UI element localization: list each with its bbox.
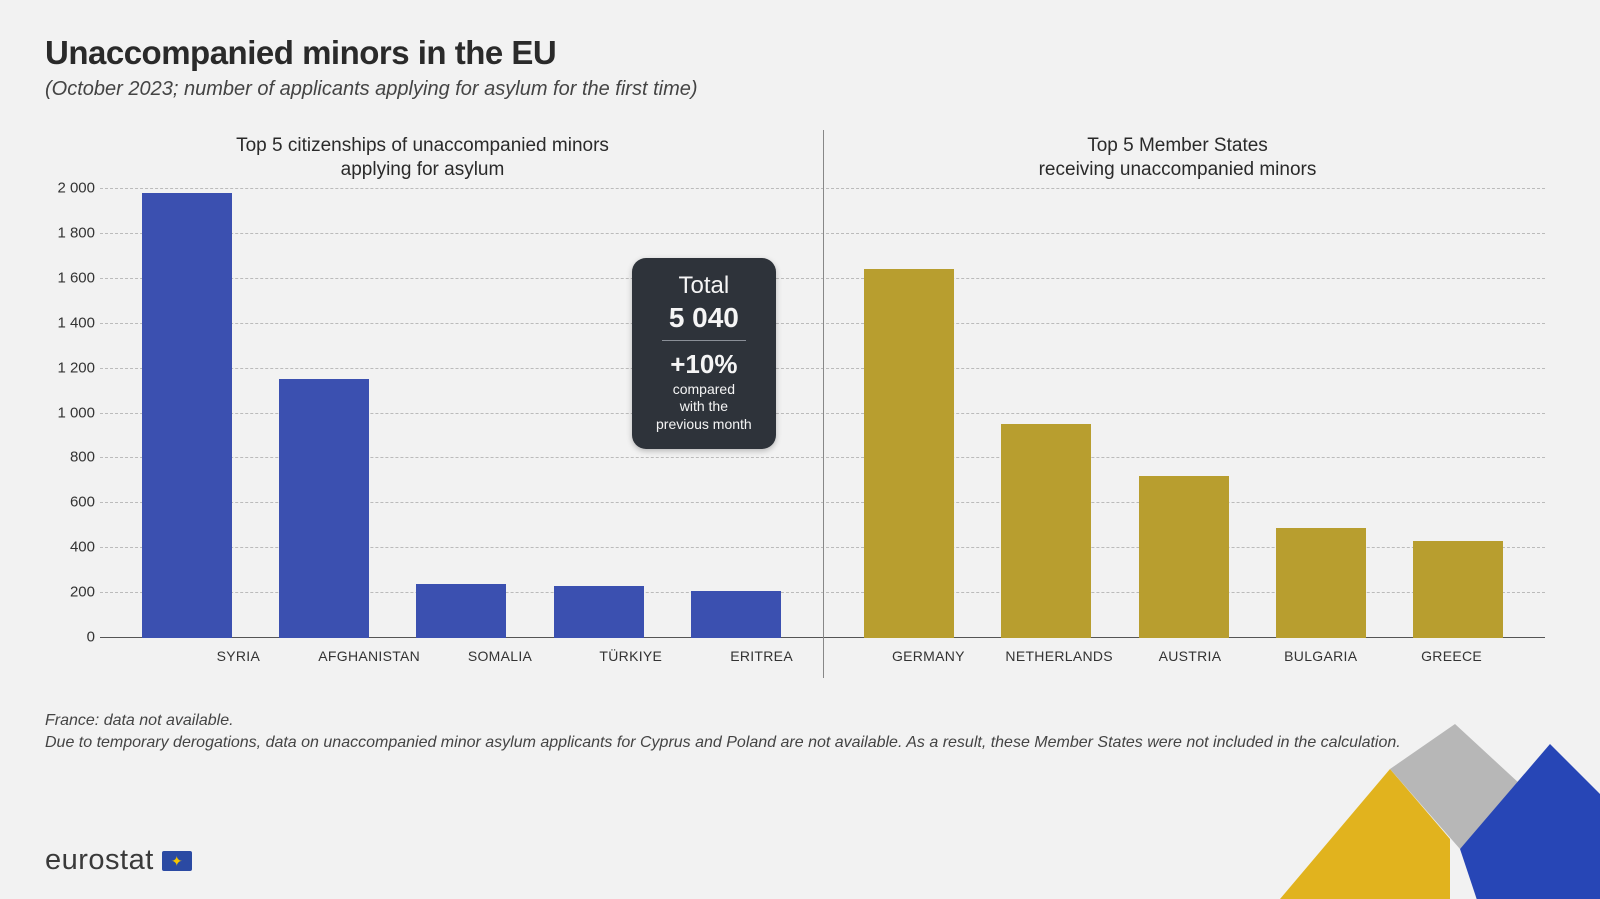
bar-column xyxy=(402,188,520,638)
x-axis-tick-label: AUSTRIA xyxy=(1131,648,1249,664)
x-axis-tick-label: BULGARIA xyxy=(1262,648,1380,664)
page-title: Unaccompanied minors in the EU xyxy=(45,34,1555,72)
x-axis-tick-label: AFGHANISTAN xyxy=(310,648,428,664)
y-axis-tick-label: 1 200 xyxy=(45,359,95,376)
eu-flag-icon: ✦ xyxy=(162,851,192,871)
y-axis-tick-label: 800 xyxy=(45,449,95,466)
bar xyxy=(279,379,369,638)
footnotes: France: data not available. Due to tempo… xyxy=(45,710,1401,753)
callout-change-value: +10% xyxy=(656,349,752,380)
footnote-line: Due to temporary derogations, data on un… xyxy=(45,732,1401,754)
bar-column xyxy=(1125,188,1243,638)
y-axis-tick-label: 600 xyxy=(45,494,95,511)
bar-column xyxy=(987,188,1105,638)
callout-total-label: Total xyxy=(656,272,752,301)
bar xyxy=(416,584,506,638)
y-axis-tick-label: 0 xyxy=(45,629,95,646)
callout-total-value: 5 040 xyxy=(656,301,752,335)
page-subtitle: (October 2023; number of applicants appl… xyxy=(45,78,1555,101)
left-chart-subtitle: Top 5 citizenships of unaccompanied mino… xyxy=(45,130,800,182)
x-axis-tick-label: SYRIA xyxy=(179,648,297,664)
decorative-swoosh xyxy=(1260,699,1600,899)
y-axis-tick-label: 1 000 xyxy=(45,404,95,421)
bar-column xyxy=(265,188,383,638)
x-axis-tick-label: TÜRKIYE xyxy=(572,648,690,664)
bar xyxy=(142,193,232,639)
x-axis-tick-label: NETHERLANDS xyxy=(1000,648,1118,664)
bar xyxy=(1276,528,1366,638)
callout-change-label: compared with the previous month xyxy=(656,381,752,434)
right-chart-subtitle: Top 5 Member States receiving unaccompan… xyxy=(800,130,1555,182)
bar-column xyxy=(128,188,246,638)
y-axis-tick-label: 2 000 xyxy=(45,180,95,197)
footnote-line: France: data not available. xyxy=(45,710,1401,732)
bar xyxy=(864,269,954,638)
y-axis-tick-label: 1 800 xyxy=(45,224,95,241)
bar xyxy=(1139,476,1229,638)
y-axis-tick-label: 400 xyxy=(45,539,95,556)
y-axis-tick-label: 1 400 xyxy=(45,314,95,331)
chart-plot-area: 02004006008001 0001 2001 4001 6001 8002 … xyxy=(100,188,1545,638)
x-axis-tick-label: GREECE xyxy=(1393,648,1511,664)
y-axis-tick-label: 200 xyxy=(45,584,95,601)
bar-column xyxy=(1262,188,1380,638)
chart-container: Top 5 citizenships of unaccompanied mino… xyxy=(45,130,1555,690)
brand-footer: eurostat ✦ xyxy=(45,844,192,877)
y-axis-tick-label: 1 600 xyxy=(45,269,95,286)
total-callout: Total 5 040 +10% compared with the previ… xyxy=(632,258,776,449)
bar xyxy=(1001,424,1091,638)
bar xyxy=(1413,541,1503,638)
bar xyxy=(691,591,781,638)
x-axis-tick-label: ERITREA xyxy=(703,648,821,664)
brand-name: eurostat xyxy=(45,844,154,877)
bar-column xyxy=(850,188,968,638)
bar xyxy=(554,586,644,638)
bar-column xyxy=(1399,188,1517,638)
x-axis-tick-label: SOMALIA xyxy=(441,648,559,664)
x-axis-tick-label: GERMANY xyxy=(869,648,987,664)
